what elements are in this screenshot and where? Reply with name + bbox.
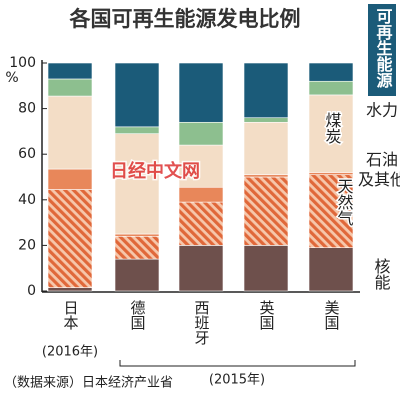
- bar-segment: [243, 245, 289, 292]
- annotation: (2015年): [209, 373, 265, 388]
- bar-segment: [178, 62, 224, 123]
- legend-box: [368, 4, 396, 96]
- x-tick-label: 西班牙: [193, 300, 211, 346]
- y-unit: %: [5, 70, 18, 86]
- x-tick-label: 英国: [258, 299, 276, 330]
- bar-segment: [308, 247, 354, 292]
- legend-label: 煤炭: [323, 112, 342, 144]
- annotation: （数据来源）日本经济产业省: [4, 376, 173, 391]
- bar-segment: [178, 121, 224, 146]
- bar-segment: [243, 176, 289, 246]
- chart-title: 各国可再生能源发电比例: [69, 7, 301, 31]
- x-tick-label: 日本: [62, 300, 80, 330]
- watermark: 日经中文网: [110, 160, 200, 182]
- legend-label: 核能: [372, 258, 391, 291]
- annotation: (2016年): [42, 345, 98, 360]
- legend-label: 水力: [366, 101, 398, 120]
- bar-segment: [243, 62, 289, 119]
- bar-segment: [178, 186, 224, 203]
- y-tick-label: 100: [9, 55, 36, 71]
- y-tick-label: 40: [18, 192, 36, 208]
- bar-segment: [47, 189, 93, 288]
- x-tick-label: 德国: [129, 299, 147, 330]
- y-tick-label: 80: [18, 101, 36, 117]
- legend-label: 可再生能源: [374, 8, 393, 89]
- bar-segment: [308, 62, 354, 82]
- bar-segment: [47, 95, 93, 170]
- bar-segment: [308, 80, 354, 96]
- bar-segment: [114, 233, 160, 237]
- bar-segment: [243, 117, 289, 123]
- bar-segment: [178, 201, 224, 246]
- y-tick-label: 20: [18, 237, 36, 253]
- legend-label: 天然气: [335, 178, 354, 226]
- y-tick-label: 60: [18, 146, 36, 162]
- x-tick-label: 美国: [323, 300, 341, 330]
- bar-segment: [114, 258, 160, 292]
- bar-segment: [47, 168, 93, 190]
- y-tick-label: 0: [27, 283, 36, 299]
- bar-segment: [114, 126, 160, 134]
- bar-segment: [308, 94, 354, 173]
- year-bracket: [119, 360, 356, 367]
- bar-segment: [47, 78, 93, 97]
- bar-segment: [243, 174, 289, 178]
- bar-segment: [114, 62, 160, 128]
- bar-segment: [308, 174, 354, 248]
- bar-segment: [47, 62, 93, 80]
- bar-segment: [114, 235, 160, 260]
- bar-segment: [114, 133, 160, 235]
- bar-segment: [178, 144, 224, 188]
- bar-segment: [178, 245, 224, 292]
- legend-label: 石油及其他: [358, 150, 400, 189]
- bar-segment: [308, 172, 354, 176]
- bar-segment: [243, 121, 289, 176]
- bar-segment: [47, 287, 93, 292]
